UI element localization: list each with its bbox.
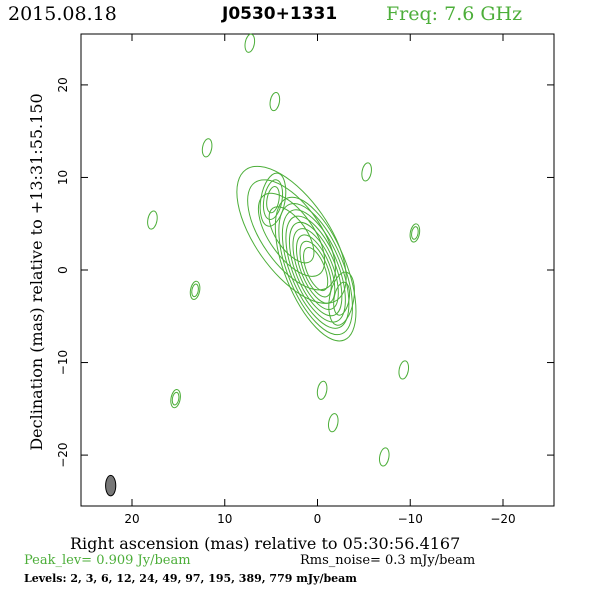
axis-ticks: 20 10 0 −10 −20 20 10 0 −10 −20 xyxy=(56,34,554,526)
contour-levels: Levels: 2, 3, 6, 12, 24, 49, 97, 195, 38… xyxy=(24,572,357,585)
contour-noise xyxy=(201,138,213,158)
contour-jet xyxy=(257,192,326,277)
contour-noise xyxy=(361,162,372,182)
y-tick-label: 0 xyxy=(56,266,70,274)
contour-core xyxy=(288,221,343,317)
plot-frame xyxy=(80,33,555,507)
contour-knot xyxy=(328,271,355,326)
contour-noise xyxy=(378,447,390,467)
contour-knot xyxy=(333,281,351,316)
y-tick-label: 10 xyxy=(56,170,70,185)
contour-noise xyxy=(411,226,419,240)
x-tick-label: −20 xyxy=(490,512,515,526)
contour-noise xyxy=(409,223,421,243)
contour-jet xyxy=(247,179,336,291)
x-tick-label: 0 xyxy=(314,512,322,526)
contour-noise xyxy=(189,280,201,300)
rms-noise: Rms_noise= 0.3 mJy/beam xyxy=(300,553,476,568)
x-tick-label: 10 xyxy=(217,512,232,526)
peak-level: Peak_lev= 0.909 Jy/beam xyxy=(24,553,191,568)
contour-core xyxy=(292,228,339,310)
frequency-label: Freq: 7.6 GHz xyxy=(386,3,523,25)
contour-noise xyxy=(327,413,339,433)
beam-ellipse-group xyxy=(105,474,117,497)
contours xyxy=(147,33,421,467)
contour-jet xyxy=(236,165,347,304)
contour-core xyxy=(303,247,329,292)
beam-ellipse xyxy=(105,474,117,497)
source-name: J0530+1331 xyxy=(222,4,338,24)
contour-core xyxy=(278,203,353,336)
contour-knot xyxy=(259,172,287,227)
contour-knot xyxy=(262,179,284,221)
x-tick-label: −10 xyxy=(398,512,423,526)
observation-date: 2015.08.18 xyxy=(8,3,117,25)
contour-core xyxy=(274,196,357,342)
y-tick-label: −10 xyxy=(56,350,70,375)
contour-noise xyxy=(244,33,256,53)
contour-core xyxy=(285,215,346,323)
contour-noise xyxy=(147,210,158,230)
contour-noise xyxy=(191,283,199,298)
contour-noise xyxy=(170,389,181,409)
y-tick-label: −20 xyxy=(56,442,70,467)
x-tick-label: 20 xyxy=(124,512,139,526)
contour-noise xyxy=(171,391,180,406)
contour-core xyxy=(299,240,332,298)
contour-noise xyxy=(269,91,281,112)
contour-jet xyxy=(268,206,315,264)
contour-knot xyxy=(266,186,280,214)
x-axis-label: Right ascension (mas) relative to 05:30:… xyxy=(70,534,461,553)
contour-noise xyxy=(316,380,328,400)
contour-noise xyxy=(398,360,410,380)
y-tick-label: 20 xyxy=(56,77,70,92)
y-axis-label: Declination (mas) relative to +13:31:55.… xyxy=(27,93,46,450)
